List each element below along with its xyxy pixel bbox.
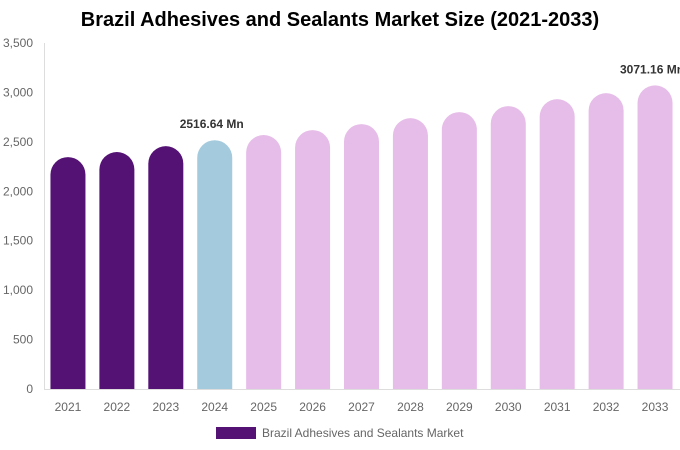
y-tick-label: 0	[26, 382, 33, 396]
bar-2022	[99, 152, 135, 389]
bar-2021	[50, 157, 86, 389]
bar-2024	[197, 140, 233, 389]
bar-2030	[490, 106, 526, 389]
x-tick-label: 2027	[348, 400, 375, 414]
y-tick-label: 1,000	[3, 283, 33, 297]
y-tick-label: 3,000	[3, 85, 33, 99]
bar-2027	[344, 124, 379, 389]
y-tick-label: 1,500	[3, 234, 33, 248]
bar-2031	[539, 99, 575, 390]
x-tick-label: 2025	[250, 400, 277, 414]
bar-2033	[637, 85, 673, 389]
x-tick-label: 2032	[593, 400, 620, 414]
legend-swatch	[216, 427, 256, 439]
legend-label: Brazil Adhesives and Sealants Market	[262, 426, 464, 440]
chart-title: Brazil Adhesives and Sealants Market Siz…	[80, 9, 600, 31]
bar-2028	[392, 118, 428, 390]
y-tick-label: 500	[13, 333, 33, 347]
x-tick-label: 2031	[544, 400, 571, 414]
x-tick-label: 2030	[495, 400, 522, 414]
bar-2023	[148, 146, 184, 389]
bar-2029	[441, 112, 477, 389]
x-tick-label: 2029	[446, 400, 473, 414]
y-tick-label: 2,000	[3, 184, 33, 198]
bar-2026	[295, 130, 331, 390]
x-tick-label: 2024	[201, 400, 228, 414]
bar-2025	[246, 135, 282, 389]
bar-2032	[588, 93, 624, 389]
legend[interactable]: Brazil Adhesives and Sealants Market	[216, 426, 463, 440]
data-label-2024: 2516.64 Mn	[180, 117, 244, 131]
x-tick-label: 2033	[642, 400, 669, 414]
data-label-2033: 3071.16 Mn	[620, 62, 680, 76]
x-tick-label: 2026	[299, 400, 326, 414]
x-tick-label: 2021	[55, 400, 82, 414]
x-tick-label: 2028	[397, 400, 424, 414]
y-tick-label: 3,500	[3, 36, 33, 50]
x-tick-label: 2022	[104, 400, 131, 414]
y-tick-label: 2,500	[3, 135, 33, 149]
x-tick-label: 2023	[152, 400, 179, 414]
